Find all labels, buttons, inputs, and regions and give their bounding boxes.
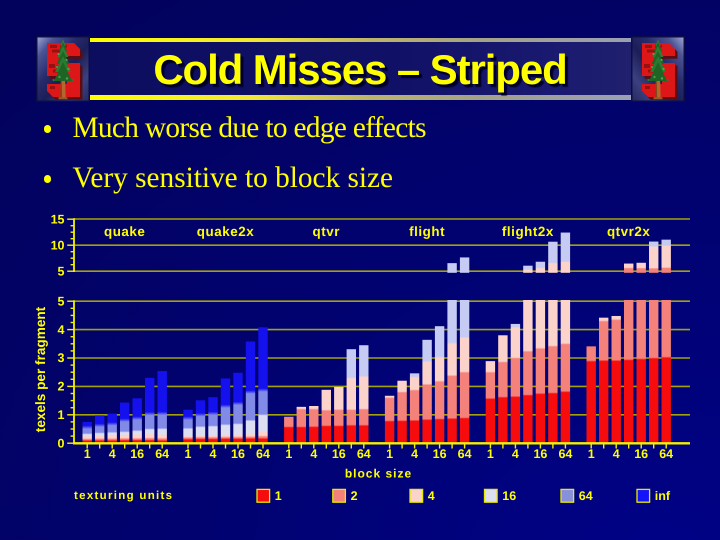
svg-text:4: 4 xyxy=(310,447,317,461)
svg-text:16: 16 xyxy=(332,447,346,461)
svg-text:1: 1 xyxy=(386,447,393,461)
svg-text:64: 64 xyxy=(458,447,472,461)
svg-text:64: 64 xyxy=(155,447,169,461)
svg-text:16: 16 xyxy=(433,447,447,461)
svg-text:flight: flight xyxy=(409,224,445,239)
svg-text:4: 4 xyxy=(613,447,620,461)
svg-text:4: 4 xyxy=(58,323,65,337)
svg-text:64: 64 xyxy=(256,447,270,461)
svg-text:16: 16 xyxy=(634,447,648,461)
svg-text:16: 16 xyxy=(533,447,547,461)
svg-text:64: 64 xyxy=(357,447,371,461)
svg-text:64: 64 xyxy=(558,447,572,461)
svg-text:4: 4 xyxy=(109,447,116,461)
svg-text:1: 1 xyxy=(487,447,494,461)
svg-text:1: 1 xyxy=(185,447,192,461)
svg-text:4: 4 xyxy=(512,447,519,461)
svg-text:quake: quake xyxy=(104,224,145,239)
svg-text:quake2x: quake2x xyxy=(197,224,254,239)
svg-text:64: 64 xyxy=(659,447,673,461)
svg-text:texturing units: texturing units xyxy=(74,490,173,502)
svg-text:qtvr2x: qtvr2x xyxy=(607,224,651,239)
svg-text:qtvr: qtvr xyxy=(313,224,341,239)
svg-text:2: 2 xyxy=(351,489,358,503)
svg-text:1: 1 xyxy=(285,447,292,461)
svg-text:0: 0 xyxy=(58,436,65,450)
svg-text:16: 16 xyxy=(502,489,516,503)
svg-text:10: 10 xyxy=(51,238,65,252)
svg-text:4: 4 xyxy=(428,489,435,503)
svg-text:64: 64 xyxy=(579,489,593,503)
svg-text:1: 1 xyxy=(58,408,65,422)
svg-text:1: 1 xyxy=(275,489,282,503)
svg-text:1: 1 xyxy=(588,447,595,461)
svg-text:2: 2 xyxy=(58,380,65,394)
svg-text:4: 4 xyxy=(411,447,418,461)
svg-text:15: 15 xyxy=(51,212,65,226)
svg-text:texels per fragment: texels per fragment xyxy=(33,306,48,432)
svg-text:inf: inf xyxy=(655,489,671,503)
svg-text:5: 5 xyxy=(58,264,65,278)
svg-text:flight2x: flight2x xyxy=(502,224,554,239)
svg-text:4: 4 xyxy=(210,447,217,461)
svg-text:16: 16 xyxy=(231,447,245,461)
svg-text:16: 16 xyxy=(130,447,144,461)
svg-text:3: 3 xyxy=(58,351,65,365)
svg-text:5: 5 xyxy=(58,294,65,308)
svg-text:block size: block size xyxy=(345,466,412,480)
svg-text:1: 1 xyxy=(84,447,91,461)
